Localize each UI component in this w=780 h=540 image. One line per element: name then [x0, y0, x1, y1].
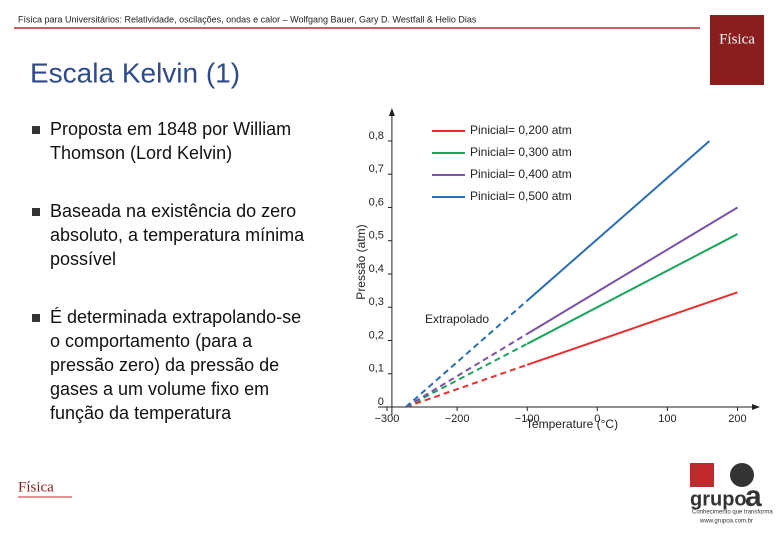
publisher-mark: a	[745, 480, 762, 513]
x-axis-label: Temperature (°C)	[526, 417, 618, 431]
cover-title: Física	[719, 31, 755, 47]
measured-line	[526, 233, 738, 345]
bullet-marker	[32, 126, 40, 134]
bullet-line: pressão zero) da pressão de	[50, 355, 279, 375]
y-tick-label: 0,4	[369, 263, 384, 275]
y-axis-label: Pressão (atm)	[354, 224, 368, 299]
header: Física para Universitários: Relatividade…	[18, 14, 477, 24]
measured-line	[526, 206, 739, 335]
bullet-line: possível	[50, 249, 116, 269]
x-axis-arrow	[752, 404, 760, 410]
extrapolated-line	[405, 342, 528, 408]
logo-left: Física	[18, 479, 54, 495]
extrapolated-line	[405, 363, 528, 408]
extrapolated-line	[405, 299, 528, 408]
legend-label: Pinicial= 0,300 atm	[470, 145, 572, 159]
chart: −300 −200 −100 0 100 200 0 0,1 0,2 0,3 0,4 0,5 0,6 0,…	[354, 108, 760, 431]
bullet-line: Baseada na existência do zero	[50, 201, 296, 221]
bullet-list: Proposta em 1848 por William Thomson (Lor…	[32, 119, 305, 423]
y-tick-label: 0,7	[369, 163, 384, 175]
bullet-line: Proposta em 1848 por William	[50, 119, 291, 139]
x-tick-label: 100	[658, 413, 676, 425]
y-tick-label: 0,5	[369, 230, 384, 242]
legend-label: Pinicial= 0,400 atm	[470, 167, 572, 181]
y-axis-arrow	[388, 108, 395, 116]
slide-title: Escala Kelvin (1)	[30, 57, 240, 88]
seal-logo	[730, 463, 754, 487]
bullet-line: o comportamento (para a	[50, 331, 253, 351]
extrapolated-line	[405, 332, 528, 408]
x-tick-label: 0	[594, 413, 600, 425]
y-tick-label: 0,2	[369, 329, 384, 341]
slogan: Conhecimento que transforma	[692, 510, 773, 516]
bullet-marker	[32, 208, 40, 216]
bullet-line: função da temperatura	[50, 403, 232, 423]
bullet-line: É determinada extrapolando-se	[50, 307, 301, 327]
bullet-line: gases a um volume fixo em	[50, 379, 269, 399]
url: www.grupoa.com.br	[699, 519, 753, 525]
y-tick-label: 0,8	[369, 130, 384, 142]
book-cover	[710, 15, 764, 85]
x-tick-label: −100	[515, 413, 540, 425]
measured-line	[526, 140, 711, 302]
annotation: Extrapolado	[425, 312, 489, 326]
bullet-line: absoluto, a temperatura mínima	[50, 225, 305, 245]
y-tick-label: 0,6	[369, 196, 384, 208]
x-tick-label: −300	[375, 413, 400, 425]
publisher: grupo	[690, 488, 747, 510]
y-tick-label: 0,3	[369, 296, 384, 308]
x-tick-label: −200	[445, 413, 470, 425]
bullet-line: Thomson (Lord Kelvin)	[50, 143, 232, 163]
legend-label: Pinicial= 0,200 atm	[470, 123, 572, 137]
bullet-marker	[32, 314, 40, 322]
mcgraw-logo	[690, 463, 714, 487]
y-tick-label: 0	[378, 396, 384, 408]
legend-label: Pinicial= 0,500 atm	[470, 189, 572, 203]
y-tick-label: 0,1	[369, 363, 384, 375]
measured-line	[526, 291, 738, 366]
x-tick-label: 200	[728, 413, 746, 425]
